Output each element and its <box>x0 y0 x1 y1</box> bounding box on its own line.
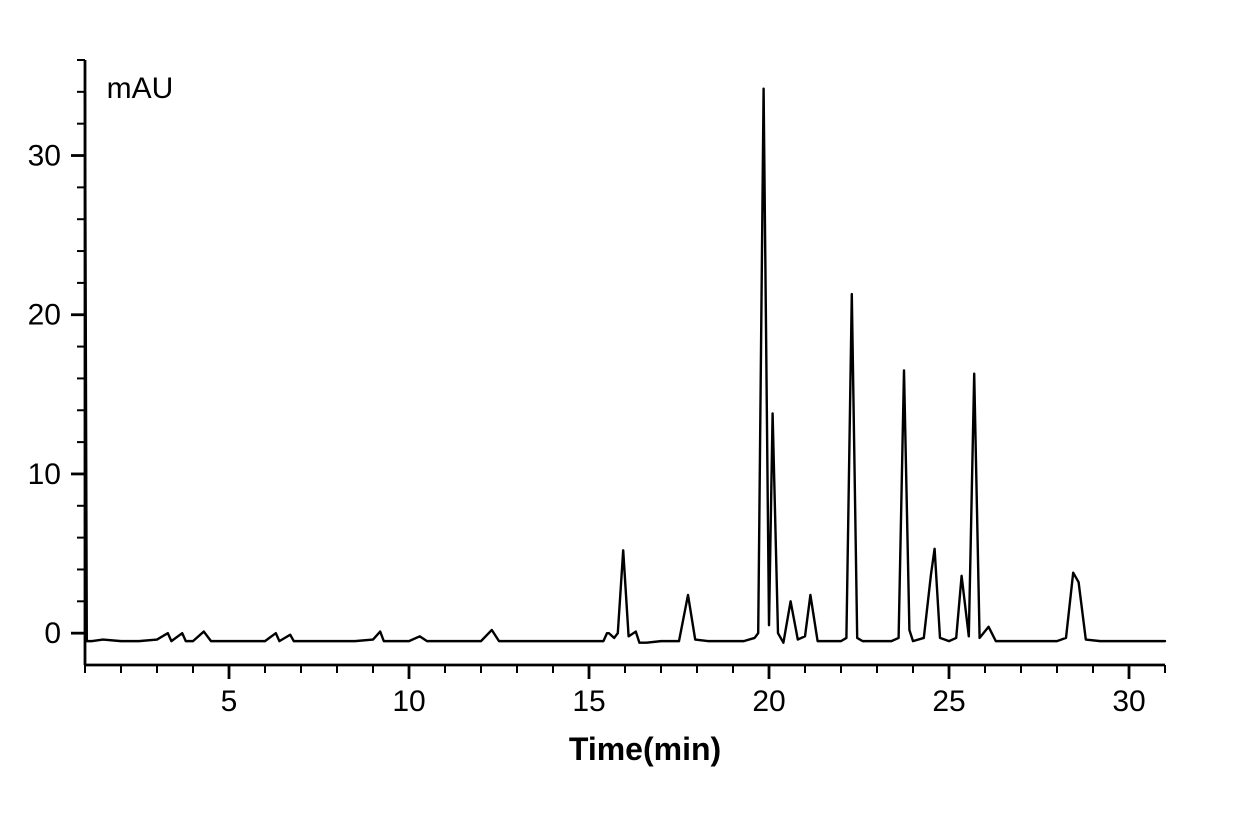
x-tick-label: 10 <box>392 685 425 718</box>
chart-svg: mAU Time(min) 0 10 20 30 5 10 15 20 25 30 <box>0 0 1240 818</box>
x-tick-label: 20 <box>752 685 785 718</box>
x-tick-label: 5 <box>221 685 238 718</box>
y-tick-label: 0 <box>44 617 61 650</box>
chromatogram-chart: mAU Time(min) 0 10 20 30 5 10 15 20 25 30 <box>0 0 1240 818</box>
chromatogram-trace <box>85 89 1165 643</box>
y-tick-label: 10 <box>28 458 61 491</box>
x-axis-label: Time(min) <box>569 731 721 767</box>
y-tick-label: 30 <box>28 140 61 173</box>
x-tick-label: 25 <box>932 685 965 718</box>
y-axis-label: mAU <box>107 72 174 105</box>
x-tick-label: 15 <box>572 685 605 718</box>
y-tick-label: 20 <box>28 299 61 332</box>
x-tick-label: 30 <box>1112 685 1145 718</box>
